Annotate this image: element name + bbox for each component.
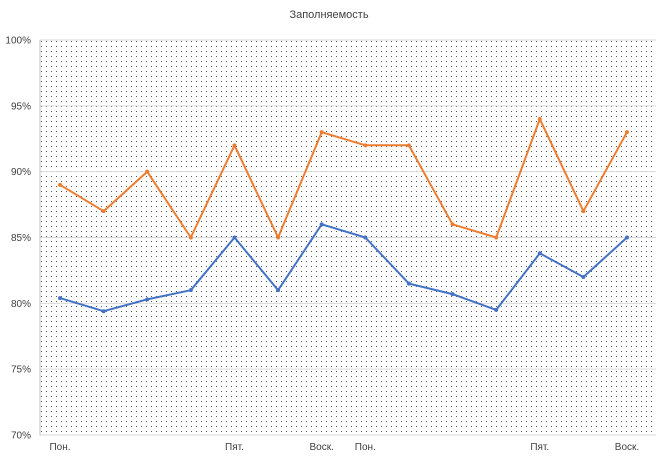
data-point xyxy=(625,235,629,240)
x-tick-label: Воск. xyxy=(309,442,333,453)
data-point xyxy=(450,222,455,227)
y-tick-label: 100% xyxy=(5,36,31,47)
x-tick-label: Пон. xyxy=(49,442,70,453)
data-point xyxy=(363,235,368,240)
data-point xyxy=(406,143,411,148)
data-point xyxy=(625,130,629,135)
data-point xyxy=(101,209,106,214)
y-tick-label: 85% xyxy=(11,233,31,244)
data-point xyxy=(494,235,499,240)
data-point xyxy=(232,143,237,148)
series-line-2 xyxy=(59,118,628,239)
y-tick-label: 95% xyxy=(11,101,31,112)
data-point xyxy=(581,275,586,279)
chart-title: Заполняемость xyxy=(289,9,368,21)
data-point xyxy=(188,235,193,240)
data-point xyxy=(537,117,542,121)
y-tick-label: 75% xyxy=(11,365,31,376)
data-point xyxy=(145,297,150,302)
y-tick-label: 80% xyxy=(11,299,31,310)
data-point xyxy=(188,288,193,293)
data-point xyxy=(145,169,150,174)
x-axis-ticks: Пон. Пят. Воск. Пон. Пят. Воск. xyxy=(49,442,639,453)
y-axis-ticks: 70% 75% 80% 85% 90% 95% 100% xyxy=(5,36,31,442)
x-tick-label: Воск. xyxy=(615,442,639,453)
y-tick-label: 70% xyxy=(11,431,31,442)
data-point xyxy=(450,292,455,297)
data-point xyxy=(58,182,62,187)
series-lines xyxy=(59,118,628,313)
data-point xyxy=(276,235,281,240)
gridlines xyxy=(39,39,656,436)
y-tick-label: 90% xyxy=(11,167,31,178)
data-point xyxy=(319,130,324,135)
data-point xyxy=(319,222,324,227)
data-point xyxy=(494,307,499,312)
data-point xyxy=(232,235,237,240)
data-point xyxy=(58,296,62,301)
data-point xyxy=(581,209,586,214)
x-tick-label: Пят. xyxy=(530,442,549,453)
series-points xyxy=(58,117,629,314)
x-tick-label: Пят. xyxy=(225,442,244,453)
data-point xyxy=(276,288,281,293)
data-point xyxy=(406,281,411,286)
data-point xyxy=(101,309,106,314)
data-point xyxy=(537,251,542,256)
x-tick-label: Пон. xyxy=(355,442,376,453)
data-point xyxy=(363,143,368,148)
series-line-1 xyxy=(59,223,628,313)
